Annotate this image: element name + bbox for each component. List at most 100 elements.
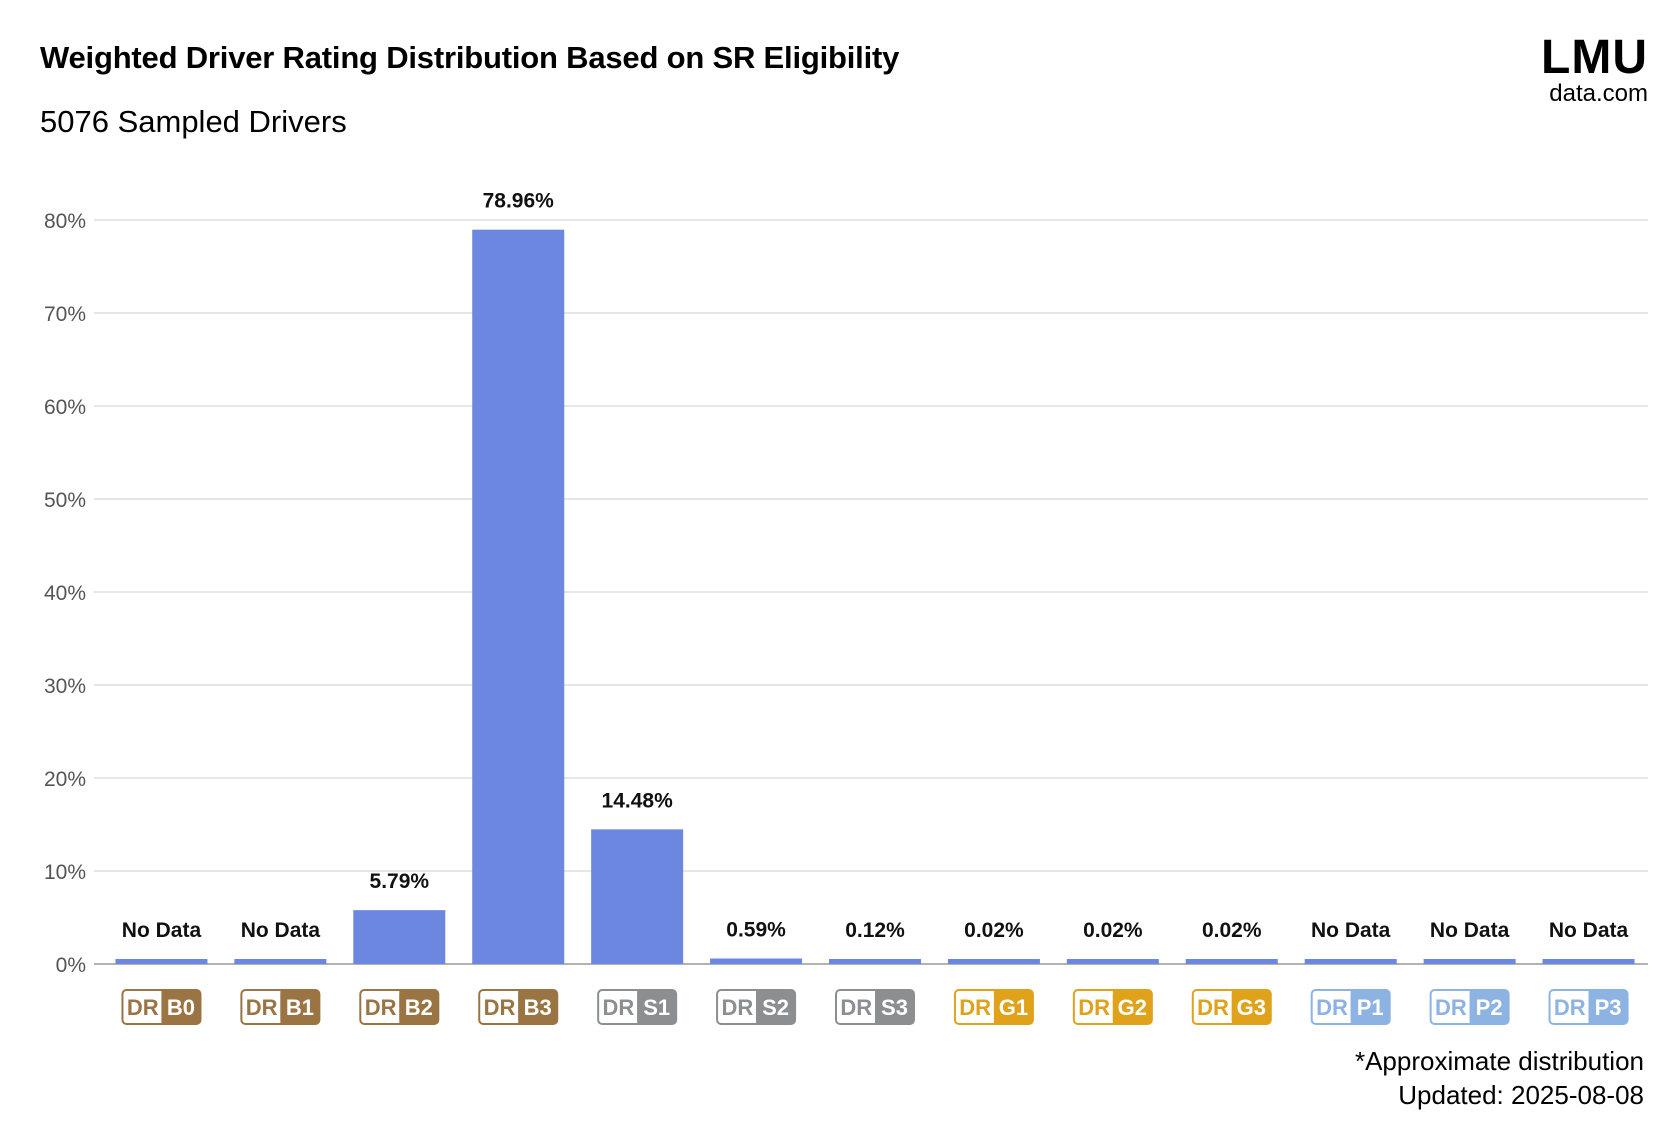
badge-fill bbox=[756, 990, 796, 1024]
badge-right-text: B2 bbox=[405, 995, 433, 1020]
badge-fill-edge bbox=[1112, 990, 1119, 1024]
y-tick-label: 20% bbox=[44, 768, 86, 791]
badge-right-text: P2 bbox=[1476, 995, 1503, 1020]
bar bbox=[1423, 959, 1516, 964]
badge-fill bbox=[399, 990, 439, 1024]
badge-left-text: DR bbox=[1078, 995, 1110, 1020]
data-labels: No Data No Data 5.79% 78.96% 14.48% 0.59% 0.12… bbox=[122, 190, 1629, 942]
badge-left-text: DR bbox=[127, 995, 159, 1020]
badge-left-text: DR bbox=[1435, 995, 1467, 1020]
data-label: 14.48% bbox=[602, 789, 674, 812]
rating-badge: DR P1 bbox=[1310, 989, 1391, 1025]
badge-fill bbox=[518, 990, 558, 1024]
gridlines bbox=[94, 219, 1648, 965]
rating-badge: DR S2 bbox=[716, 989, 797, 1025]
approximate-note: *Approximate distribution bbox=[1354, 1046, 1644, 1076]
badge-fill bbox=[1231, 990, 1271, 1024]
rating-badge: DR G2 bbox=[1072, 989, 1153, 1025]
badge-fill-edge bbox=[399, 990, 406, 1024]
badge-right-text: G1 bbox=[999, 995, 1028, 1020]
badge-fill bbox=[1112, 990, 1152, 1024]
badge-fill bbox=[161, 990, 201, 1024]
badge-right-text: G2 bbox=[1118, 995, 1147, 1020]
badge-left-text: DR bbox=[603, 995, 635, 1020]
data-label: 0.02% bbox=[1083, 919, 1143, 942]
data-label: 5.79% bbox=[370, 870, 430, 893]
y-tick-label: 80% bbox=[44, 210, 86, 233]
data-label: 0.59% bbox=[726, 919, 786, 942]
rating-badge: DR G3 bbox=[1191, 989, 1272, 1025]
bar bbox=[353, 910, 446, 964]
badge-left-text: DR bbox=[721, 995, 753, 1020]
data-label: 0.02% bbox=[964, 919, 1024, 942]
rating-badge: DR P3 bbox=[1548, 989, 1629, 1025]
chart-title: Weighted Driver Rating Distribution Base… bbox=[40, 40, 900, 75]
badge-fill-edge bbox=[1231, 990, 1238, 1024]
rating-badge: DR B3 bbox=[478, 989, 559, 1025]
badge-right-text: P1 bbox=[1357, 995, 1384, 1020]
data-label: No Data bbox=[1311, 919, 1391, 942]
logo-sub-text: data.com bbox=[1549, 80, 1648, 107]
badge-left-text: DR bbox=[365, 995, 397, 1020]
badge-right-text: B0 bbox=[167, 995, 195, 1020]
badge-left-text: DR bbox=[1554, 995, 1586, 1020]
data-label: No Data bbox=[1430, 919, 1510, 942]
rating-badge: DR B2 bbox=[359, 989, 440, 1025]
badge-left-text: DR bbox=[484, 995, 516, 1020]
bars bbox=[115, 229, 1635, 964]
badge-right-text: P3 bbox=[1595, 995, 1622, 1020]
badge-right-text: S1 bbox=[643, 995, 670, 1020]
badge-fill-edge bbox=[637, 990, 644, 1024]
rating-badge: DR S1 bbox=[597, 989, 678, 1025]
badge-right-text: B3 bbox=[524, 995, 552, 1020]
badge-fill-edge bbox=[756, 990, 763, 1024]
lmu-data-logo[interactable]: LMU data.com bbox=[1500, 34, 1648, 110]
badge-right-text: S3 bbox=[881, 995, 908, 1020]
badge-fill-edge bbox=[993, 990, 1000, 1024]
chart-subtitle: 5076 Sampled Drivers bbox=[40, 104, 347, 139]
bar bbox=[710, 958, 803, 964]
bar bbox=[1304, 959, 1397, 964]
data-label: 0.02% bbox=[1202, 919, 1262, 942]
y-axis-ticks: 0% 10% 20% 30% 40% 50% 60% 70% 80% bbox=[44, 210, 86, 977]
badge-fill bbox=[280, 990, 320, 1024]
badge-left-text: DR bbox=[246, 995, 278, 1020]
badge-right-text: S2 bbox=[762, 995, 789, 1020]
badge-left-text: DR bbox=[1197, 995, 1229, 1020]
bar bbox=[115, 959, 208, 964]
badge-fill-edge bbox=[1350, 990, 1357, 1024]
bar bbox=[1185, 959, 1278, 964]
data-label: 0.12% bbox=[845, 919, 905, 942]
badge-left-text: DR bbox=[1316, 995, 1348, 1020]
badge-fill bbox=[1350, 990, 1390, 1024]
badge-fill-edge bbox=[1469, 990, 1476, 1024]
y-tick-label: 70% bbox=[44, 303, 86, 326]
badge-fill bbox=[637, 990, 677, 1024]
rating-badge: DR P2 bbox=[1429, 989, 1510, 1025]
rating-badge: DR S3 bbox=[835, 989, 915, 1025]
updated-date: Updated: 2025-08-08 bbox=[1398, 1080, 1644, 1110]
y-tick-label: 30% bbox=[44, 675, 86, 698]
y-tick-label: 60% bbox=[44, 396, 86, 419]
rating-badge: DR B1 bbox=[240, 989, 321, 1025]
data-label: 78.96% bbox=[483, 190, 555, 213]
bar bbox=[591, 829, 684, 964]
y-tick-label: 0% bbox=[56, 954, 86, 977]
badge-fill bbox=[993, 990, 1033, 1024]
badge-left-text: DR bbox=[840, 995, 872, 1020]
y-tick-label: 40% bbox=[44, 582, 86, 605]
bar bbox=[947, 959, 1040, 964]
bar bbox=[1066, 959, 1159, 964]
logo-main-text: LMU bbox=[1541, 31, 1648, 84]
rating-badge: DR G1 bbox=[953, 989, 1034, 1025]
badge-fill-edge bbox=[280, 990, 287, 1024]
bar bbox=[472, 229, 565, 964]
data-label: No Data bbox=[241, 919, 321, 942]
badge-right-text: B1 bbox=[286, 995, 314, 1020]
y-tick-label: 50% bbox=[44, 489, 86, 512]
bar bbox=[234, 959, 327, 964]
badge-fill bbox=[1469, 990, 1509, 1024]
x-axis-badges: DR B0 DR B1 DR B2 DR B3 DR S1 DR S2 DR S3 DR G1 DR G2 DR G3… bbox=[121, 989, 1629, 1025]
badge-fill bbox=[1588, 990, 1628, 1024]
